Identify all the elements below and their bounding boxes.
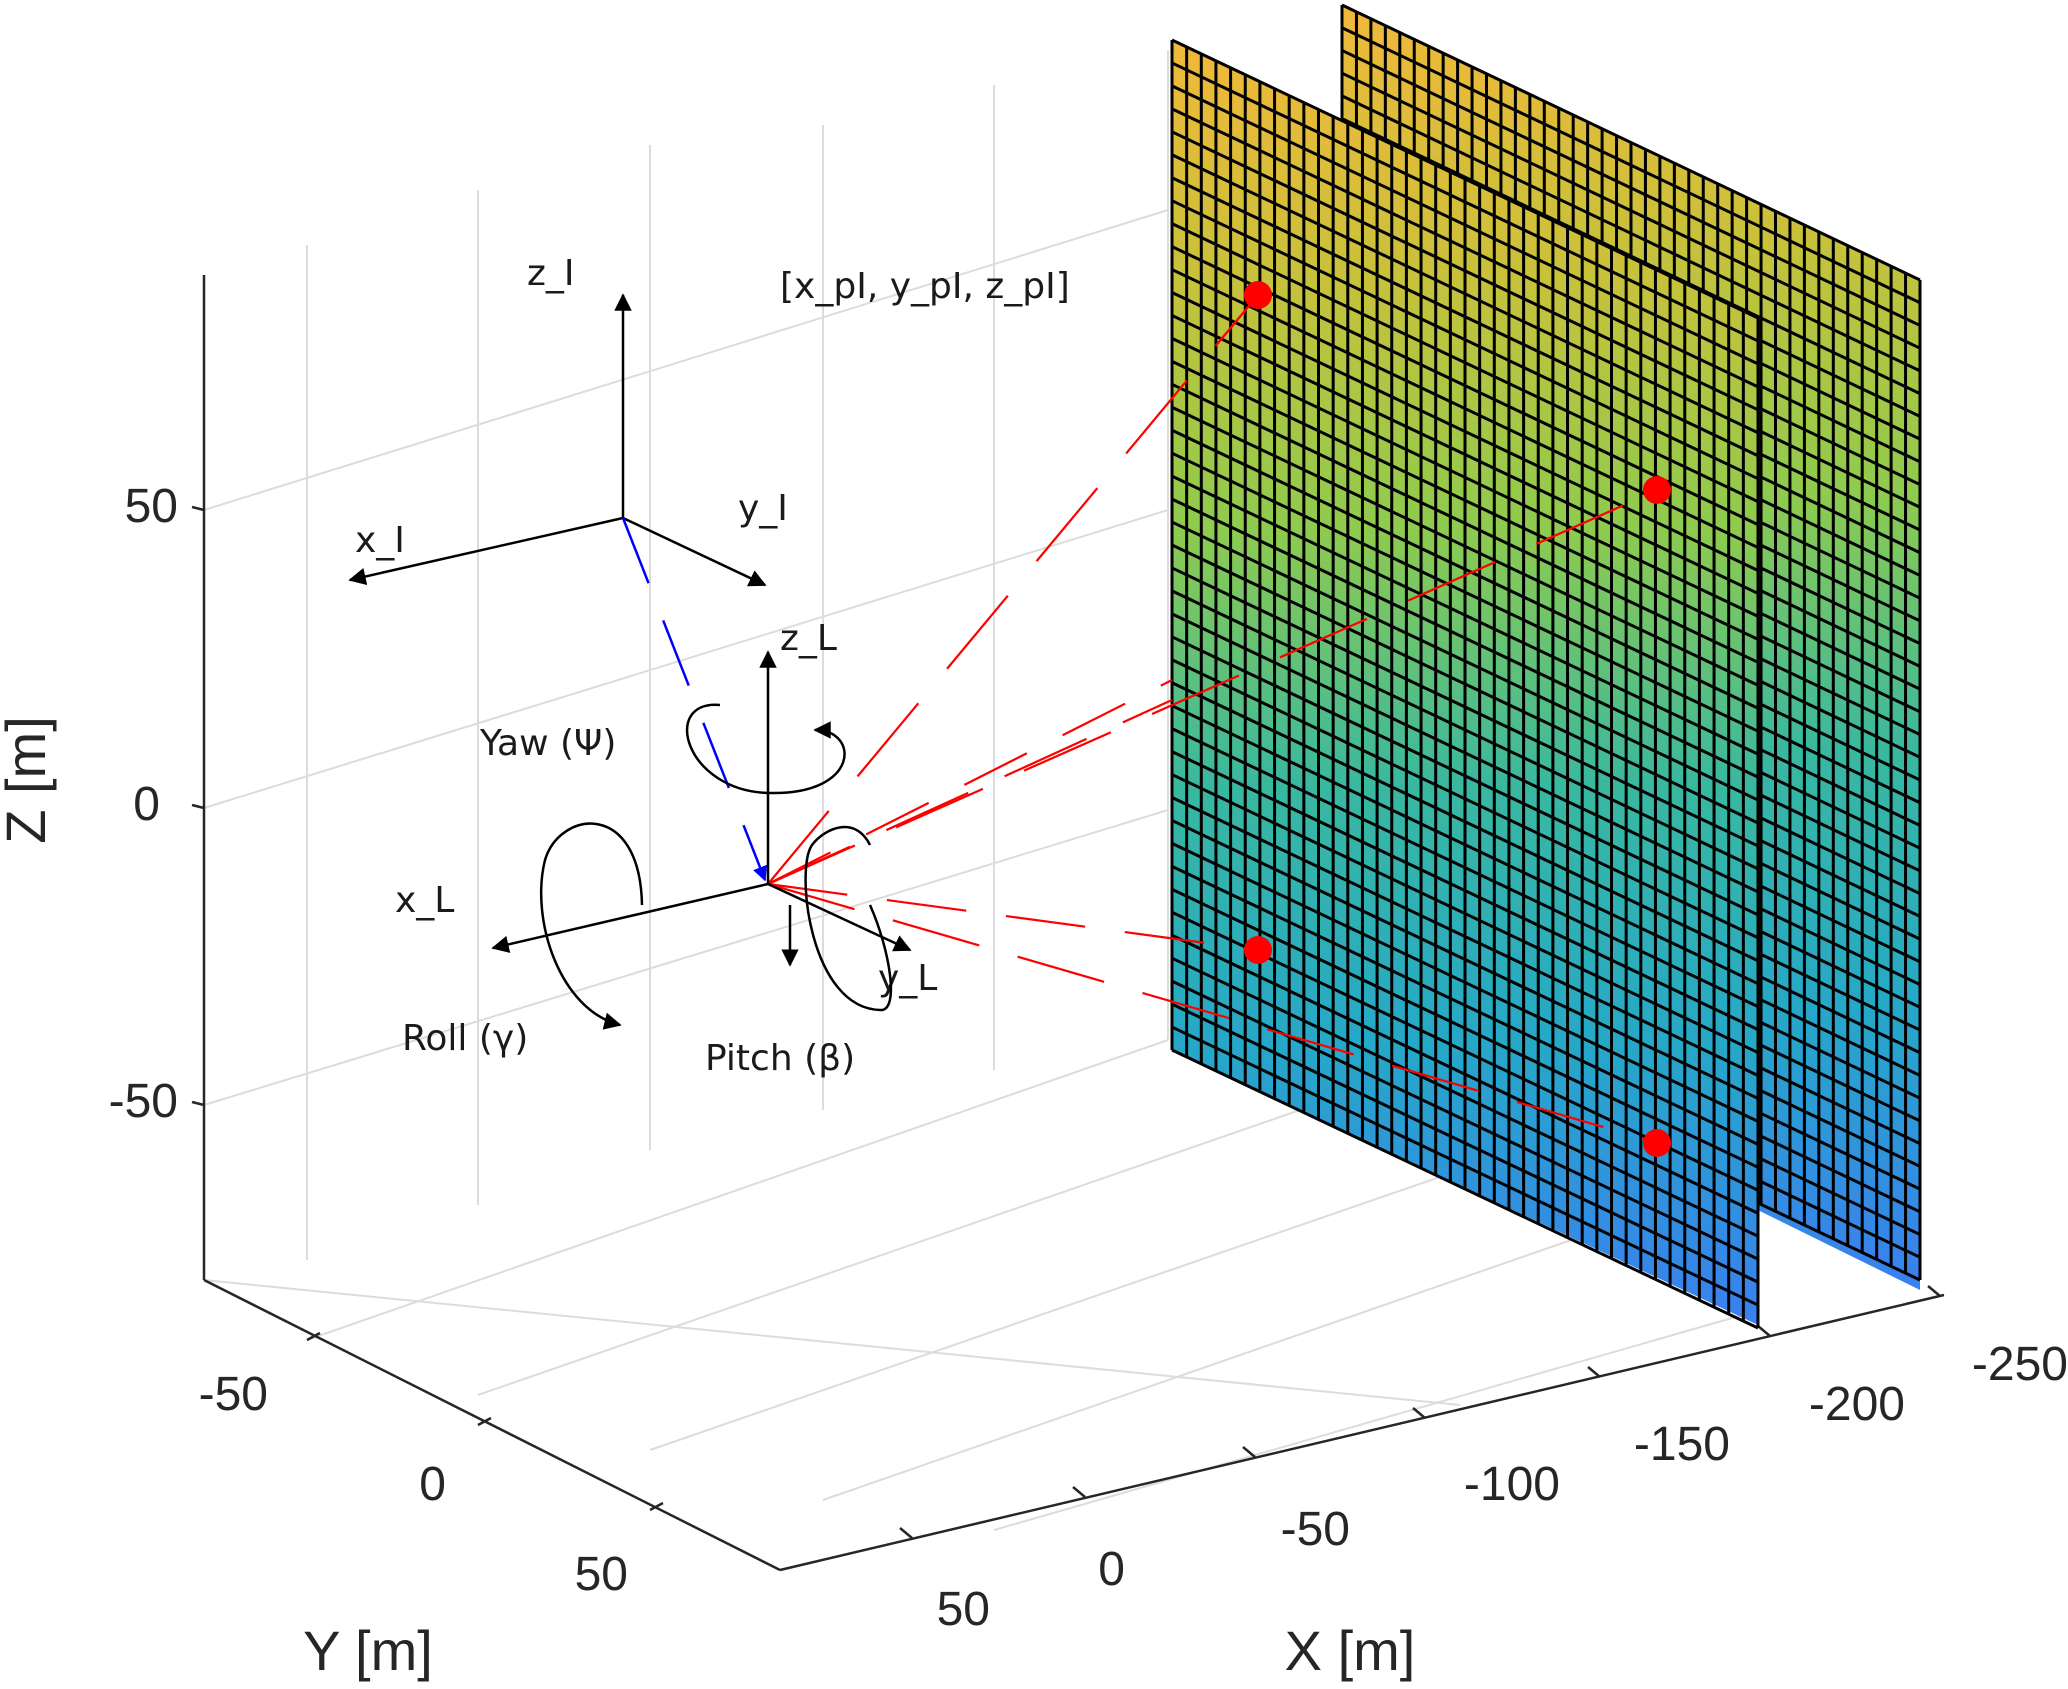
mesh-row-line xyxy=(1171,199,1759,481)
mesh-row-line xyxy=(1171,176,1759,458)
z-l-label: z_L xyxy=(780,618,837,659)
mesh-row-line xyxy=(1171,842,1759,1123)
z-tick: 0 xyxy=(133,778,160,831)
inertial-frame: z_I x_I y_I xyxy=(348,253,788,587)
laser-ray xyxy=(767,882,1259,952)
z-i-label: z_I xyxy=(527,253,575,294)
z-tick: -50 xyxy=(109,1075,178,1128)
mesh-row-line xyxy=(1171,130,1759,412)
mesh-row-line xyxy=(1171,107,1759,389)
mesh-row-line xyxy=(1171,819,1759,1100)
mesh-row-line xyxy=(1171,658,1759,940)
mesh-row-line xyxy=(1171,153,1759,435)
mesh-row-line xyxy=(1341,26,1921,305)
mesh-row-line xyxy=(1171,428,1759,710)
scan-point xyxy=(1643,476,1671,504)
mesh-row-line xyxy=(1171,360,1759,641)
laser-ray xyxy=(767,294,1259,885)
mesh-row-line xyxy=(1171,314,1759,595)
pitch-label: Pitch (β) xyxy=(705,1038,855,1079)
mesh-row-line xyxy=(1171,979,1759,1261)
mesh-row-line xyxy=(1171,474,1759,756)
mesh-row-line xyxy=(1171,291,1759,572)
mesh-row-line xyxy=(1171,61,1759,343)
z-axis-label: Z [m] xyxy=(0,716,57,844)
z-tick-labels: 50 0 -50 xyxy=(109,480,178,1128)
point-label: [x_pI, y_pI, z_pI] xyxy=(780,266,1070,307)
mesh-row-line xyxy=(1171,405,1759,687)
mesh-row-line xyxy=(1171,566,1759,848)
mesh-row-line xyxy=(1171,773,1759,1054)
mesh-row-line xyxy=(1171,612,1759,894)
laser-ray xyxy=(767,698,1173,886)
scan-points xyxy=(1244,281,1671,1157)
x-l-label: x_L xyxy=(395,880,454,921)
laser-rays xyxy=(767,294,1659,1145)
mesh-row-line xyxy=(1171,681,1759,963)
x-tick: -50 xyxy=(1281,1503,1350,1556)
mesh-row-line xyxy=(1171,1025,1759,1307)
mesh-row-line xyxy=(1171,337,1759,618)
mesh-row-line xyxy=(1341,49,1921,327)
x-tick: -250 xyxy=(1972,1338,2068,1391)
y-tick: -50 xyxy=(199,1368,268,1421)
mesh-row-line xyxy=(1171,589,1759,871)
offset-vector xyxy=(621,517,768,882)
roll-label: Roll (γ) xyxy=(402,1018,528,1059)
laser-ray xyxy=(767,679,1173,885)
mesh-row-line xyxy=(1171,222,1759,503)
laser-ray xyxy=(767,882,1659,1145)
y-l-label: y_L xyxy=(878,958,937,999)
mesh-row-line xyxy=(1341,71,1921,350)
mesh-row-line xyxy=(1171,497,1759,779)
pitch-arc: Pitch (β) xyxy=(705,825,893,1079)
roll-arc: Roll (γ) xyxy=(402,822,644,1059)
scan-point xyxy=(1244,936,1272,964)
x-tick: 0 xyxy=(1098,1543,1125,1596)
mesh-row-line xyxy=(1171,1002,1759,1284)
mesh-row-line xyxy=(1171,543,1759,825)
mesh-row-line xyxy=(1171,1048,1759,1330)
scan-point xyxy=(1244,281,1272,309)
x-axis-label: X [m] xyxy=(1285,1619,1416,1682)
mesh-row-line xyxy=(1171,796,1759,1077)
mesh-row-line xyxy=(1341,94,1921,373)
z-tick: 50 xyxy=(125,480,178,533)
front-surface xyxy=(1170,38,1760,1330)
scan-point xyxy=(1643,1129,1671,1157)
y-tick: 50 xyxy=(575,1548,628,1601)
laser-ray xyxy=(767,488,1659,886)
mesh-row-line xyxy=(1171,865,1759,1146)
lidar-frame: z_L x_L y_L xyxy=(395,618,937,999)
x-tick: -200 xyxy=(1809,1378,1905,1431)
x-tick-labels: -250 -200 -150 -100 -50 0 50 xyxy=(937,1338,2068,1636)
mesh-row-line xyxy=(1171,635,1759,917)
mesh-row-line xyxy=(1171,933,1759,1215)
mesh-row-line xyxy=(1171,704,1759,986)
mesh-row-line xyxy=(1171,520,1759,802)
yaw-label: Yaw (Ψ) xyxy=(479,723,616,764)
mesh-row-line xyxy=(1171,727,1759,1008)
mesh-row-line xyxy=(1171,451,1759,733)
x-tick: -150 xyxy=(1634,1418,1730,1471)
x-i-label: x_I xyxy=(355,520,405,561)
mesh-row-line xyxy=(1171,84,1759,366)
mesh-row-line xyxy=(1171,887,1759,1169)
mesh-row-line xyxy=(1341,3,1921,282)
mesh-row-line xyxy=(1171,750,1759,1031)
y-axis-label: Y [m] xyxy=(303,1619,433,1682)
y-tick-labels: -50 0 50 xyxy=(199,1368,628,1601)
x-tick: 50 xyxy=(937,1583,990,1636)
y-i-label: y_I xyxy=(738,488,788,529)
y-tick: 0 xyxy=(419,1458,446,1511)
plot-axes xyxy=(191,275,1945,1572)
yaw-arc: Yaw (Ψ) xyxy=(479,703,846,795)
background-grid xyxy=(203,50,1761,1531)
mesh-row-line xyxy=(1171,38,1759,320)
x-tick: -100 xyxy=(1464,1458,1560,1511)
mesh-row-line xyxy=(1171,956,1759,1238)
mesh-row-line xyxy=(1171,382,1759,664)
